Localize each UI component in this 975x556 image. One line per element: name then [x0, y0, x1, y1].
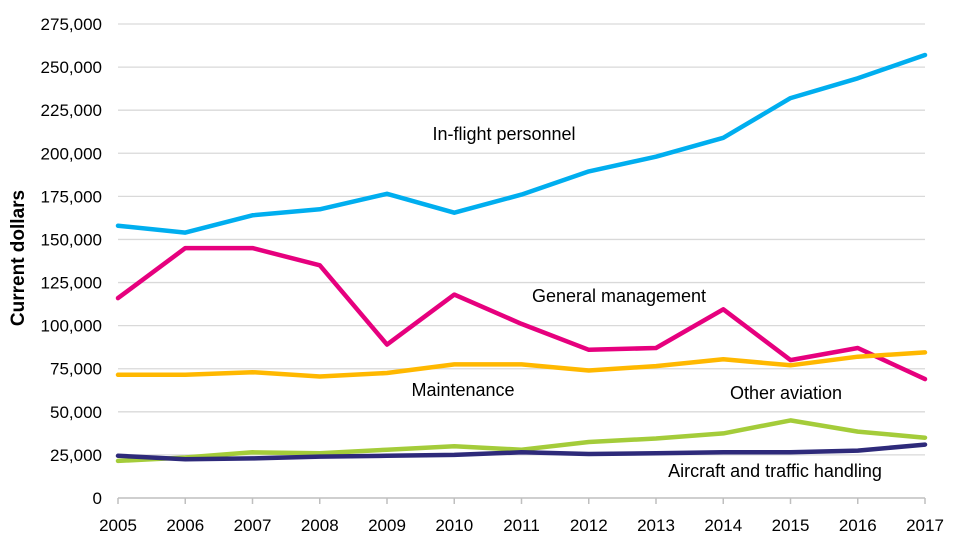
y-axis-title: Current dollars — [8, 190, 29, 326]
series-line-general-management — [115, 245, 928, 382]
y-tick-label: 275,000 — [41, 15, 102, 34]
series-label-in-flight-personnel: In-flight personnel — [432, 124, 575, 144]
y-tick-label: 200,000 — [41, 144, 102, 163]
x-tick-label: 2006 — [166, 516, 204, 535]
y-tick-label: 150,000 — [41, 230, 102, 249]
y-tick-label: 0 — [93, 489, 102, 508]
y-tick-label: 250,000 — [41, 58, 102, 77]
y-axis-ticks: 0 25,000 50,000 75,000 100,000 125,000 150,000… — [41, 15, 102, 508]
y-tick-label: 50,000 — [50, 403, 102, 422]
x-tick-label: 2014 — [704, 516, 742, 535]
x-tick-label: 2017 — [906, 516, 944, 535]
series-label-other-aviation: Other aviation — [730, 383, 842, 403]
series-label-maintenance: Maintenance — [411, 380, 514, 400]
series-line-aircraft-and-traffic-handling — [115, 442, 928, 462]
x-axis-ticks: 2005 2006 2007 2008 2009 2010 2011 2012 2013 2014… — [99, 498, 944, 535]
y-tick-label: 175,000 — [41, 187, 102, 206]
y-tick-label: 125,000 — [41, 274, 102, 293]
y-tick-label: 25,000 — [50, 446, 102, 465]
series-line-maintenance — [115, 350, 928, 379]
series-lines — [115, 52, 928, 464]
x-tick-label: 2015 — [772, 516, 810, 535]
series-line-other-aviation — [115, 418, 928, 464]
x-tick-label: 2016 — [839, 516, 877, 535]
x-tick-label: 2010 — [435, 516, 473, 535]
y-tick-label: 100,000 — [41, 317, 102, 336]
series-line-in-flight-personnel — [115, 52, 928, 235]
series-label-general-management: General management — [532, 286, 706, 306]
x-tick-label: 2013 — [637, 516, 675, 535]
x-tick-label: 2012 — [570, 516, 608, 535]
y-tick-label: 225,000 — [41, 101, 102, 120]
x-tick-label: 2009 — [368, 516, 406, 535]
x-tick-label: 2008 — [301, 516, 339, 535]
y-tick-label: 75,000 — [50, 360, 102, 379]
series-labels: In-flight personnel General management M… — [411, 124, 881, 481]
x-tick-label: 2007 — [234, 516, 272, 535]
series-label-aircraft-and-traffic-handling: Aircraft and traffic handling — [668, 461, 882, 481]
x-tick-label: 2011 — [503, 516, 540, 535]
x-tick-label: 2005 — [99, 516, 137, 535]
